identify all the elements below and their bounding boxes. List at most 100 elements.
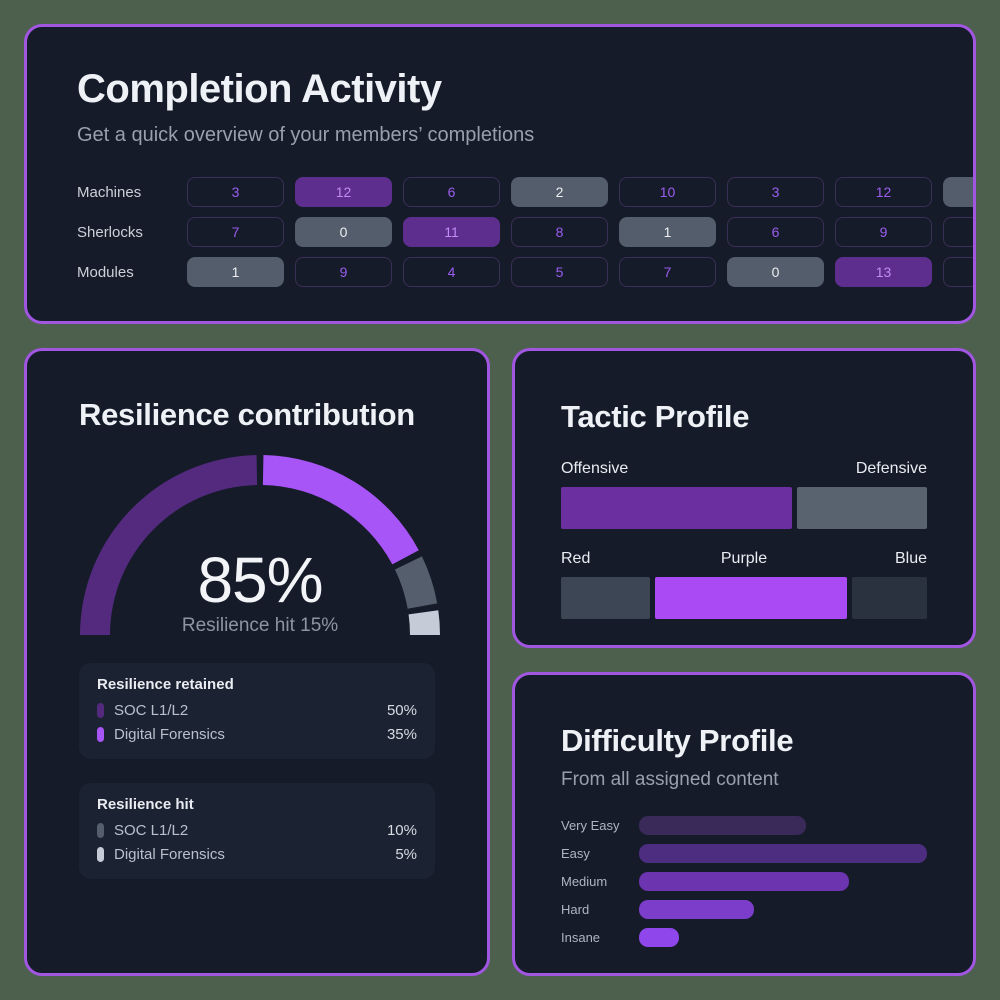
tactic-title: Tactic Profile bbox=[561, 399, 750, 434]
difficulty-bars: Very Easy Easy Medium Hard Insane bbox=[561, 811, 927, 951]
tactic-bar bbox=[561, 577, 927, 619]
difficulty-track bbox=[639, 815, 927, 835]
completion-cell[interactable]: 6 bbox=[403, 177, 500, 207]
difficulty-label: Very Easy bbox=[561, 817, 620, 833]
completion-cell[interactable] bbox=[943, 177, 973, 207]
resilience-gauge-svg bbox=[80, 455, 440, 635]
completion-cell[interactable]: 1 bbox=[187, 257, 284, 287]
gauge-segment-resilience-hit-digital-forensics bbox=[408, 610, 440, 635]
difficulty-row-hard: Hard bbox=[561, 895, 927, 923]
tactic-segment-purple bbox=[655, 577, 848, 619]
completion-cell[interactable]: 6 bbox=[727, 217, 824, 247]
tactic-label-defensive: Defensive bbox=[855, 460, 927, 477]
difficulty-label: Easy bbox=[561, 845, 590, 861]
difficulty-subtitle: From all assigned content bbox=[561, 769, 779, 790]
completion-cell[interactable]: 7 bbox=[619, 257, 716, 287]
gauge-segment-resilience-retained-digital-forensics bbox=[262, 455, 419, 565]
completion-row-machines: Machines 3 12 6 2 10 3 12 bbox=[77, 177, 973, 207]
completion-row-label: Machines bbox=[77, 183, 142, 201]
difficulty-bar-medium bbox=[639, 871, 850, 891]
completion-cell[interactable]: 3 bbox=[187, 177, 284, 207]
completion-cell[interactable]: 2 bbox=[511, 177, 608, 207]
difficulty-profile-card: Difficulty Profile From all assigned con… bbox=[512, 672, 976, 976]
completion-cell[interactable]: 8 bbox=[511, 217, 608, 247]
completion-cell[interactable]: 12 bbox=[835, 177, 932, 207]
completion-row-modules: Modules 1 9 4 5 7 0 13 bbox=[77, 257, 973, 287]
completion-cells: 1 9 4 5 7 0 13 bbox=[187, 257, 973, 287]
completion-cell[interactable]: 3 bbox=[727, 177, 824, 207]
completion-cells: 7 0 11 8 1 6 9 bbox=[187, 217, 973, 247]
completion-row-label: Sherlocks bbox=[77, 223, 143, 241]
difficulty-bar-hard bbox=[639, 899, 755, 919]
gauge-segment-resilience-hit-soc-l1-l2 bbox=[394, 556, 438, 609]
completion-title: Completion Activity bbox=[77, 67, 442, 111]
difficulty-label: Insane bbox=[561, 929, 601, 945]
legend-item-soc-l1-l2: SOC L1/L2 50% bbox=[97, 698, 417, 722]
legend-item-label: Digital Forensics bbox=[114, 845, 225, 863]
dashboard-middle-row: Resilience contribution 85% Resilience h… bbox=[24, 348, 976, 976]
legend-item-digital-forensics: Digital Forensics 35% bbox=[97, 722, 417, 746]
gauge-segment-resilience-retained-soc-l1-l2 bbox=[80, 455, 258, 635]
completion-activity-card: Completion Activity Get a quick overview… bbox=[24, 24, 976, 324]
tactic-label-purple: Purple bbox=[720, 550, 768, 567]
difficulty-bar-easy bbox=[639, 843, 927, 863]
difficulty-track bbox=[639, 899, 927, 919]
tactic-rows: Offensive Defensive Red Purple Blue bbox=[561, 459, 927, 619]
tactic-segment-offensive bbox=[561, 487, 793, 529]
gauge-center: 85% Resilience hit 15% bbox=[79, 547, 441, 637]
completion-cell[interactable]: 11 bbox=[403, 217, 500, 247]
completion-cell[interactable]: 9 bbox=[835, 217, 932, 247]
legend-item-label: Digital Forensics bbox=[114, 725, 225, 743]
legend-group-title: Resilience retained bbox=[97, 676, 234, 693]
completion-cells: 3 12 6 2 10 3 12 bbox=[187, 177, 973, 207]
completion-cell[interactable]: 9 bbox=[295, 257, 392, 287]
tactic-row-1: Offensive Defensive bbox=[561, 459, 927, 529]
difficulty-label: Medium bbox=[561, 873, 608, 889]
tactic-segment-red bbox=[561, 577, 650, 619]
completion-grid: Machines 3 12 6 2 10 3 12 Sherlocks 7 0 11 8 1 6 9 Modul… bbox=[77, 177, 973, 287]
completion-cell[interactable]: 5 bbox=[511, 257, 608, 287]
difficulty-bar-very-easy bbox=[639, 815, 807, 835]
legend-item-label: SOC L1/L2 bbox=[114, 701, 189, 719]
completion-subtitle: Get a quick overview of your members’ co… bbox=[77, 124, 535, 146]
gauge-value: 85% bbox=[197, 544, 323, 616]
completion-cell[interactable]: 4 bbox=[403, 257, 500, 287]
completion-cell[interactable]: 12 bbox=[295, 177, 392, 207]
completion-row-sherlocks: Sherlocks 7 0 11 8 1 6 9 bbox=[77, 217, 973, 247]
completion-cell[interactable]: 0 bbox=[295, 217, 392, 247]
legend-item-digital-forensics: Digital Forensics 5% bbox=[97, 842, 417, 866]
completion-cell[interactable] bbox=[943, 257, 973, 287]
completion-cell[interactable]: 13 bbox=[835, 257, 932, 287]
completion-cell[interactable]: 10 bbox=[619, 177, 716, 207]
legend-item-soc-l1-l2: SOC L1/L2 10% bbox=[97, 818, 417, 842]
resilience-title: Resilience contribution bbox=[79, 397, 415, 432]
tactic-bar bbox=[561, 487, 927, 529]
legend-marker-icon bbox=[97, 726, 104, 742]
difficulty-row-very-easy: Very Easy bbox=[561, 811, 927, 839]
gauge-sublabel: Resilience hit 15% bbox=[181, 615, 339, 636]
tactic-segment-defensive bbox=[797, 487, 927, 529]
resilience-contribution-card: Resilience contribution 85% Resilience h… bbox=[24, 348, 490, 976]
tactic-label-blue: Blue bbox=[894, 550, 927, 567]
tactic-row-labels: Red Purple Blue bbox=[561, 549, 927, 569]
legend-item-label: SOC L1/L2 bbox=[114, 821, 189, 839]
legend-group-title: Resilience hit bbox=[97, 796, 194, 813]
legend-marker-icon bbox=[97, 846, 104, 862]
difficulty-row-insane: Insane bbox=[561, 923, 927, 951]
completion-cell[interactable] bbox=[943, 217, 973, 247]
difficulty-title: Difficulty Profile bbox=[561, 723, 794, 758]
completion-cell[interactable]: 1 bbox=[619, 217, 716, 247]
legend-item-value: 5% bbox=[395, 845, 417, 863]
tactic-label-offensive: Offensive bbox=[561, 460, 629, 477]
completion-cell[interactable]: 0 bbox=[727, 257, 824, 287]
resilience-hit-panel: Resilience hit SOC L1/L2 10% Digital Forens… bbox=[79, 783, 435, 879]
tactic-row-2: Red Purple Blue bbox=[561, 549, 927, 619]
difficulty-row-medium: Medium bbox=[561, 867, 927, 895]
legend-item-value: 10% bbox=[386, 821, 417, 839]
completion-cell[interactable]: 7 bbox=[187, 217, 284, 247]
tactic-label-red: Red bbox=[561, 550, 591, 567]
difficulty-bar-insane bbox=[639, 927, 680, 947]
difficulty-track bbox=[639, 843, 927, 863]
tactic-segment-blue bbox=[852, 577, 927, 619]
difficulty-row-easy: Easy bbox=[561, 839, 927, 867]
